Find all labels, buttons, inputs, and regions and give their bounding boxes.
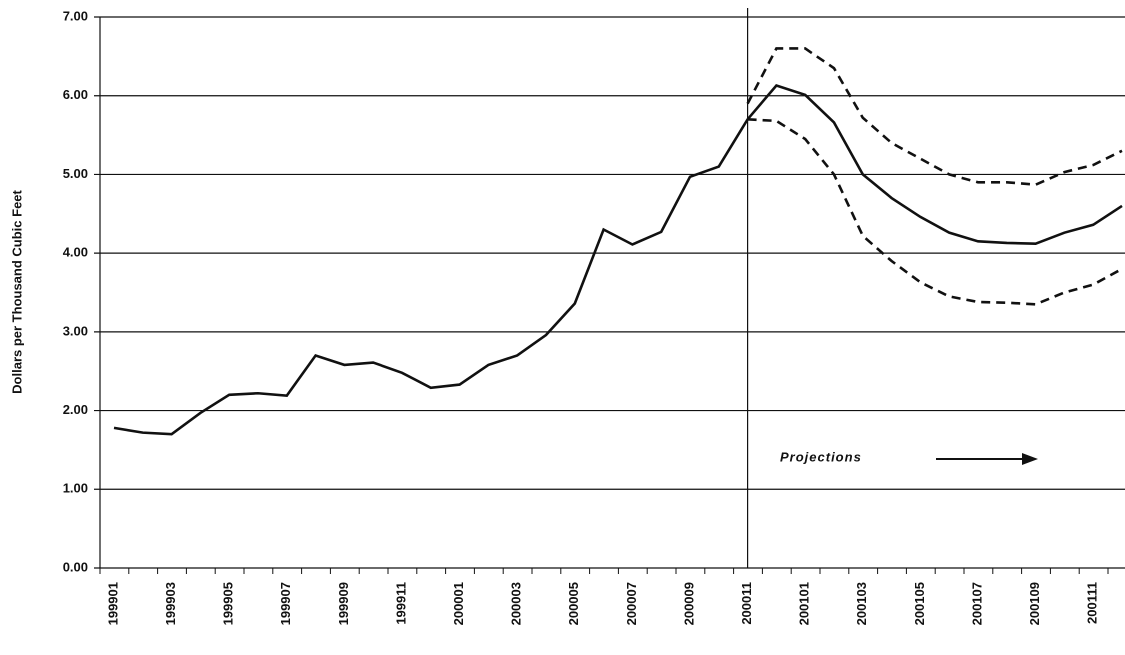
series-line [747,118,1123,306]
x-tick-label: 200101 [797,582,812,625]
y-tick-label: 1.00 [63,481,88,496]
x-tick-label: 199911 [393,582,408,625]
x-tick-label: 200109 [1027,582,1042,625]
series-line [746,47,1123,186]
y-tick-label: 3.00 [63,323,88,338]
annotation: Projections [780,449,862,464]
y-tick-label: 0.00 [63,559,88,574]
x-tick-label: 199907 [278,582,293,625]
y-tick-label: 2.00 [63,402,88,417]
x-tick-label: 200105 [912,582,927,625]
x-tick-label: 199903 [163,582,178,625]
x-tick-label: 199905 [221,582,236,625]
x-tick-label: 200111 [1085,582,1100,624]
x-tick-label: 200103 [854,582,869,625]
series-line [113,83,1123,436]
x-tick-label: 199909 [336,582,351,625]
x-tick-label: 199901 [105,582,120,625]
y-tick-label: 6.00 [63,87,88,102]
y-tick-label: 5.00 [63,166,88,181]
x-tick-label: 200003 [509,582,524,625]
y-tick-label: 4.00 [63,245,88,260]
x-tick-label: 200009 [681,582,696,625]
x-tick-label: 200005 [566,582,581,625]
x-tick-label: 200011 [739,582,754,625]
x-tick-label: 200001 [451,582,466,625]
y-tick-label: 7.00 [63,8,88,23]
x-tick-label: 200007 [624,582,639,625]
x-tick-label: 200107 [969,582,984,625]
annotation-arrowhead [1022,453,1038,465]
y-axis-label: Dollars per Thousand Cubic Feet [9,189,24,393]
